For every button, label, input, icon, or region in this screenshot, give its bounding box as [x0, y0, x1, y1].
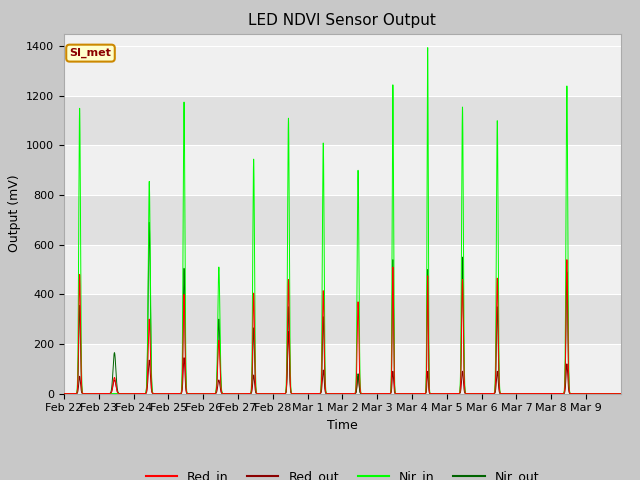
Text: SI_met: SI_met	[70, 48, 111, 58]
X-axis label: Time: Time	[327, 419, 358, 432]
Y-axis label: Output (mV): Output (mV)	[8, 175, 20, 252]
Bar	[64, 195, 621, 245]
Legend: Red_in, Red_out, Nir_in, Nir_out: Red_in, Red_out, Nir_in, Nir_out	[141, 465, 544, 480]
Bar	[64, 96, 621, 145]
Bar	[64, 294, 621, 344]
Title: LED NDVI Sensor Output: LED NDVI Sensor Output	[248, 13, 436, 28]
